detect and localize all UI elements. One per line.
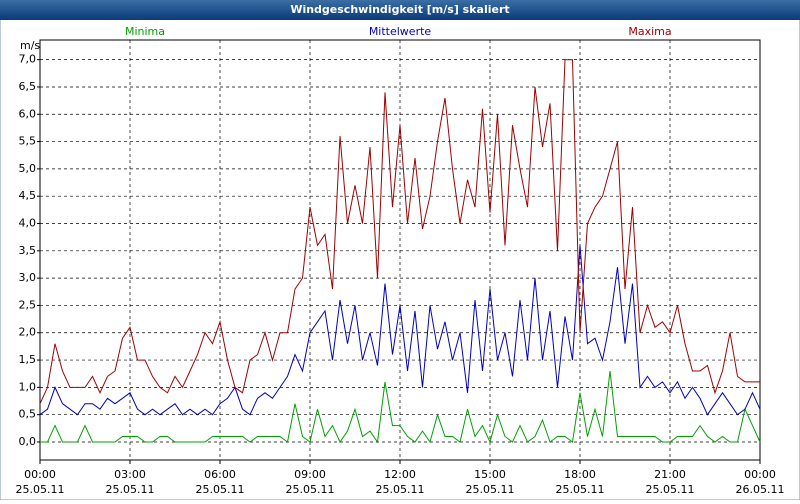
x-tick-date: 25.05.11 [376, 483, 425, 496]
x-tick-label: 18:00 [564, 468, 596, 481]
y-tick-label: 6,5 [19, 80, 37, 93]
x-tick-date: 25.05.11 [106, 483, 155, 496]
x-tick-date: 25.05.11 [646, 483, 695, 496]
x-tick-label: 00:00 [744, 468, 776, 481]
y-tick-label: 4,5 [19, 189, 37, 202]
x-tick-date: 26.05.11 [736, 483, 785, 496]
y-tick-label: 5,5 [19, 135, 37, 148]
x-tick-date: 25.05.11 [556, 483, 605, 496]
x-tick-label: 21:00 [654, 468, 686, 481]
y-tick-label: 2,0 [19, 326, 37, 339]
y-tick-label: 5,0 [19, 162, 37, 175]
y-tick-label: 4,0 [19, 217, 37, 230]
y-unit: m/s [20, 39, 40, 52]
y-tick-label: 3,5 [19, 244, 37, 257]
y-tick-label: 1,0 [19, 380, 37, 393]
data-line [39, 245, 761, 416]
x-tick-label: 12:00 [384, 468, 416, 481]
x-tick-label: 06:00 [204, 468, 236, 481]
y-tick-label: 0,5 [19, 408, 37, 421]
data-line [40, 370, 761, 444]
y-tick-label: 0,0 [19, 435, 37, 448]
x-tick-label: 09:00 [294, 468, 326, 481]
data-line [39, 59, 760, 404]
x-tick-date: 25.05.11 [466, 483, 515, 496]
y-tick-label: 3,0 [19, 271, 37, 284]
x-tick-date: 25.05.11 [196, 483, 245, 496]
legend-label: Minima [125, 25, 165, 38]
x-tick-date: 25.05.11 [16, 483, 65, 496]
chart-title: Windgeschwindigkeit [m/s] skaliert [290, 3, 509, 16]
x-tick-label: 03:00 [114, 468, 146, 481]
y-tick-label: 6,0 [19, 107, 37, 120]
legend-label: Maxima [628, 25, 671, 38]
title-bar [0, 0, 800, 20]
legend-label: Mittelwerte [369, 25, 432, 38]
x-tick-date: 25.05.11 [286, 483, 335, 496]
x-tick-label: 15:00 [474, 468, 506, 481]
y-tick-label: 2,5 [19, 298, 37, 311]
x-tick-label: 00:00 [24, 468, 56, 481]
y-tick-label: 7,0 [19, 53, 37, 66]
y-tick-label: 1,5 [19, 353, 37, 366]
